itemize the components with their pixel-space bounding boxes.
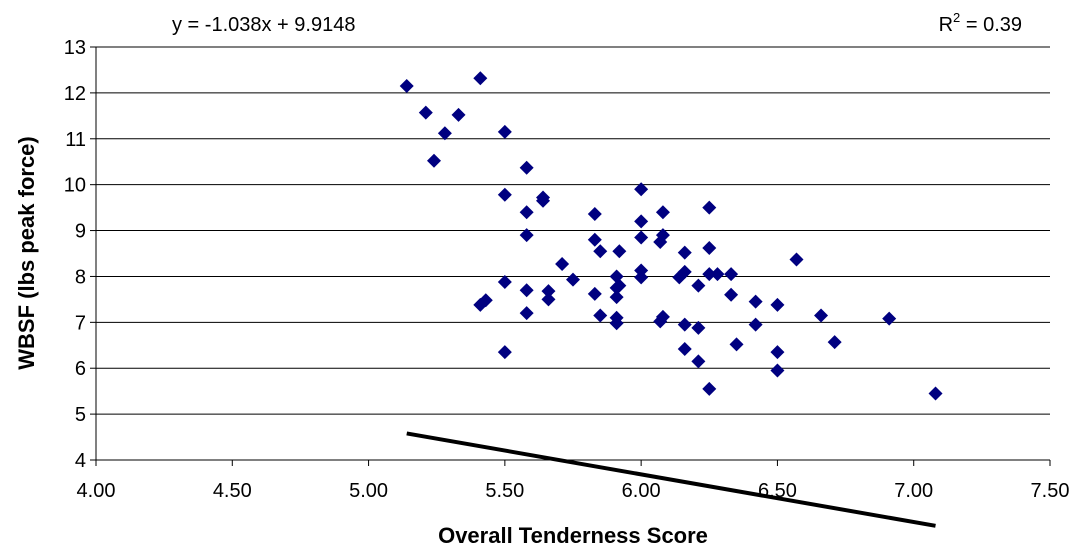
data-point <box>691 354 706 369</box>
y-axis-ticks: 4 5 6 7 8 9 10 11 12 13 <box>64 37 96 472</box>
data-point <box>691 278 706 293</box>
data-point <box>519 228 534 243</box>
data-point <box>566 272 580 287</box>
data-point <box>593 308 608 323</box>
x-axis-ticks: 4.00 4.50 5.00 5.50 6.00 6.50 7.00 7.50 <box>77 460 1070 502</box>
data-point <box>519 283 534 298</box>
data-point <box>609 290 624 305</box>
y-tick-label: 10 <box>64 175 86 197</box>
x-tick-label: 7.00 <box>894 480 933 502</box>
data-point <box>634 214 649 229</box>
data-point <box>748 317 763 332</box>
data-point <box>882 311 897 326</box>
data-point <box>519 306 534 321</box>
y-tick-label: 12 <box>64 83 86 105</box>
data-point <box>702 381 717 396</box>
y-tick-label: 4 <box>75 450 86 472</box>
data-point <box>497 124 512 139</box>
data-point <box>587 232 602 247</box>
data-point <box>473 71 488 86</box>
data-point <box>702 267 717 282</box>
y-axis-title: WBSF (lbs peak force) <box>14 136 39 369</box>
data-point <box>691 320 706 335</box>
y-tick-label: 13 <box>64 37 86 59</box>
data-point <box>770 363 785 378</box>
data-point <box>710 267 725 282</box>
data-point <box>702 240 717 255</box>
data-points <box>399 71 943 401</box>
x-tick-label: 4.50 <box>213 480 252 502</box>
data-point <box>497 274 512 289</box>
data-point <box>724 287 739 302</box>
trendline-equation: y = -1.038x + 9.9148 <box>172 14 355 36</box>
y-tick-label: 9 <box>75 221 86 243</box>
data-point <box>587 207 602 222</box>
data-point <box>655 309 670 324</box>
data-point <box>399 79 414 94</box>
data-point <box>519 160 534 175</box>
data-point <box>677 245 692 260</box>
y-tick-label: 8 <box>75 266 86 288</box>
data-point <box>677 317 692 332</box>
trendline <box>406 431 936 528</box>
data-point <box>497 345 512 360</box>
data-point <box>827 335 842 350</box>
data-point <box>928 386 943 401</box>
data-point <box>609 316 624 331</box>
x-tick-label: 4.00 <box>77 480 116 502</box>
data-point <box>770 345 785 360</box>
data-point <box>451 107 466 122</box>
data-point <box>724 267 739 282</box>
x-tick-label: 5.50 <box>485 480 524 502</box>
x-tick-label: 6.00 <box>622 480 661 502</box>
data-point <box>612 244 627 259</box>
data-point <box>437 126 452 141</box>
data-point <box>634 270 649 285</box>
data-point <box>555 257 570 272</box>
y-tick-label: 5 <box>75 404 86 426</box>
data-point <box>519 205 534 220</box>
data-point <box>612 278 627 293</box>
data-point <box>418 105 433 120</box>
data-point <box>593 244 608 259</box>
y-tick-label: 7 <box>75 312 86 334</box>
data-point <box>497 187 512 202</box>
data-point <box>748 294 763 309</box>
x-tick-label: 7.50 <box>1031 480 1070 502</box>
data-point <box>541 292 556 307</box>
data-point <box>770 297 785 312</box>
data-point <box>587 286 602 301</box>
data-point <box>655 228 670 243</box>
data-point <box>655 205 670 220</box>
y-tick-label: 11 <box>65 129 86 151</box>
data-point <box>634 182 649 197</box>
data-point <box>729 337 744 352</box>
data-point <box>634 230 649 245</box>
x-axis-title: Overall Tenderness Score <box>438 523 708 548</box>
data-point <box>541 284 556 299</box>
data-point <box>702 200 717 215</box>
data-point <box>536 193 551 208</box>
data-point <box>789 252 804 267</box>
grid-lines <box>96 46 1050 415</box>
y-tick-label: 6 <box>75 358 86 380</box>
data-point <box>814 308 829 323</box>
r-squared-label: R2 = 0.39 <box>939 10 1022 36</box>
data-point <box>677 264 692 279</box>
data-point <box>677 341 692 356</box>
data-point <box>426 153 441 168</box>
x-tick-label: 5.00 <box>349 480 388 502</box>
data-point <box>478 293 493 308</box>
